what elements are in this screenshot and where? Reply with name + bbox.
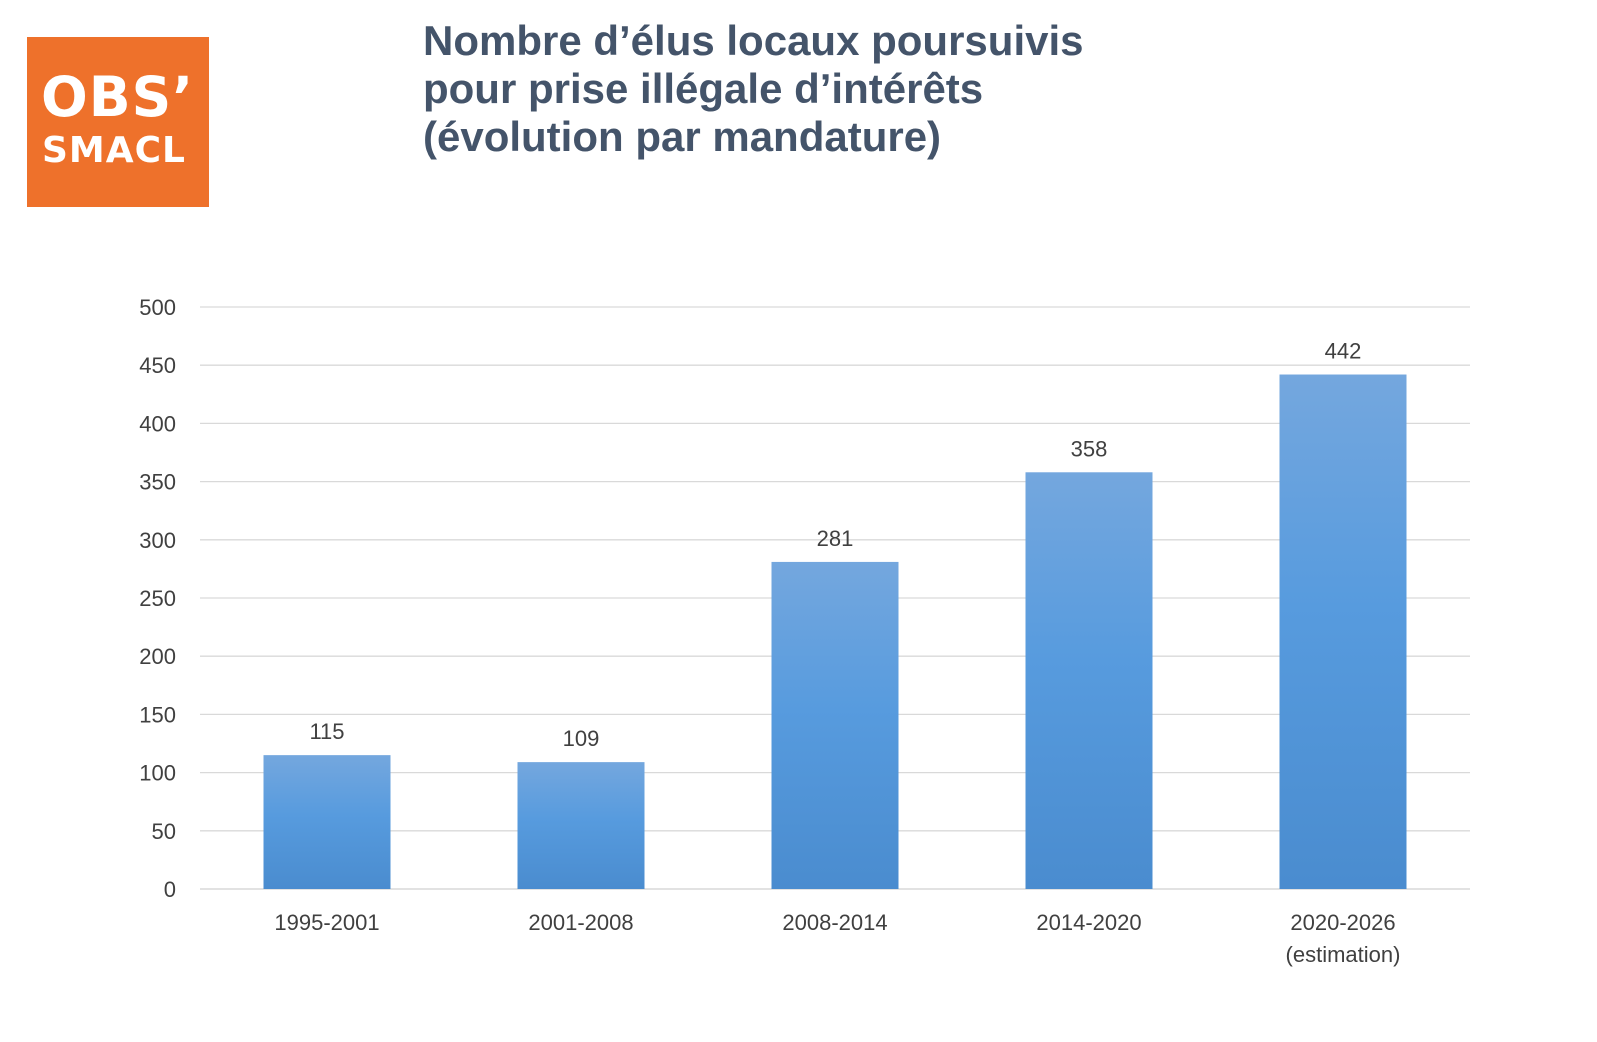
bar — [771, 561, 899, 889]
bar — [1279, 374, 1407, 890]
x-axis-labels: 1995-2001 2001-2008 2008-2014 2014-2020 2020… — [274, 910, 1400, 967]
data-labels: 115 109 281 358 442 — [309, 339, 1361, 752]
y-tick-label: 400 — [139, 411, 176, 436]
title-line-3: (évolution par mandature) — [423, 113, 942, 160]
data-label: 358 — [1071, 436, 1108, 461]
x-tick-label: 1995-2001 — [274, 910, 379, 935]
bars — [263, 374, 1407, 890]
bar — [1025, 472, 1153, 889]
data-label: 281 — [817, 526, 854, 551]
x-tick-label: 2008-2014 — [782, 910, 887, 935]
y-tick-label: 450 — [139, 353, 176, 378]
x-tick-label: 2001-2008 — [528, 910, 633, 935]
y-tick-label: 150 — [139, 702, 176, 727]
x-tick-label: 2014-2020 — [1036, 910, 1141, 935]
logo-line-2: SMACL — [42, 130, 186, 171]
bar — [263, 755, 391, 889]
y-tick-label: 500 — [139, 295, 176, 320]
data-label: 109 — [563, 726, 600, 751]
y-tick-label: 350 — [139, 470, 176, 495]
y-tick-label: 250 — [139, 586, 176, 611]
y-axis-ticks: 0 50 100 150 200 250 300 350 400 450 500 — [139, 295, 176, 902]
bar — [517, 762, 645, 889]
data-label: 115 — [309, 719, 344, 744]
y-tick-label: 100 — [139, 761, 176, 786]
y-tick-label: 50 — [152, 819, 176, 844]
y-tick-label: 0 — [164, 877, 176, 902]
title-line-2: pour prise illégale d’intérêts — [423, 65, 984, 112]
title-line-1: Nombre d’élus locaux poursuivis — [423, 17, 1084, 64]
x-tick-label: 2020-2026 (estimation) — [1286, 910, 1401, 967]
y-tick-label: 300 — [139, 528, 176, 553]
y-tick-label: 200 — [139, 644, 176, 669]
obs-smacl-logo: OBS’ SMACL — [27, 37, 209, 207]
chart-title: Nombre d’élus locaux poursuivis pour pri… — [423, 17, 1323, 161]
logo-line-1: OBS’ — [41, 65, 195, 129]
data-label: 442 — [1325, 339, 1362, 364]
